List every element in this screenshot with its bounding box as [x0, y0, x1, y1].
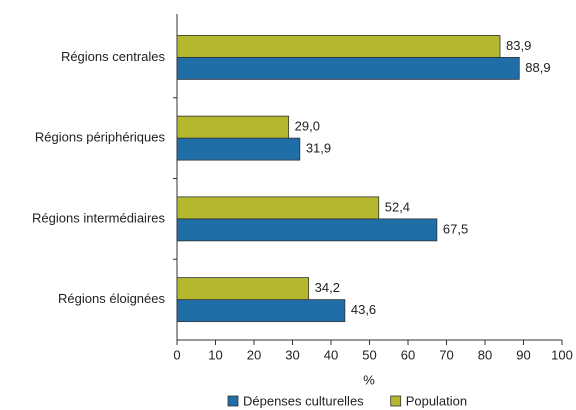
- legend-swatch: [390, 395, 402, 407]
- value-label: 29,0: [295, 119, 320, 134]
- value-label: 83,9: [506, 38, 531, 53]
- bar: [176, 115, 290, 139]
- y-tick-label: Régions centrales: [61, 49, 166, 64]
- x-tick-label: 80: [478, 347, 492, 362]
- bar: [176, 299, 346, 323]
- x-tick-label: 60: [401, 347, 415, 362]
- legend-swatch: [227, 395, 239, 407]
- bar: [176, 137, 301, 161]
- x-tick-label: 10: [208, 347, 222, 362]
- x-tick-label: 30: [285, 347, 299, 362]
- x-tick-label: 70: [439, 347, 453, 362]
- value-label: 34,2: [315, 280, 340, 295]
- value-label: 67,5: [443, 221, 468, 236]
- x-tick-label: 100: [551, 347, 573, 362]
- bar: [176, 196, 380, 220]
- legend-label: Dépenses culturelles: [243, 393, 364, 408]
- x-tick-label: 90: [516, 347, 530, 362]
- y-tick-label: Régions éloignées: [58, 291, 165, 306]
- bar: [176, 218, 438, 242]
- bar: [176, 277, 310, 301]
- value-label: 43,6: [351, 302, 376, 317]
- value-label: 31,9: [306, 141, 331, 156]
- x-tick-label: 0: [173, 347, 180, 362]
- x-tick-label: 40: [324, 347, 338, 362]
- y-tick-label: Régions périphériques: [35, 130, 166, 145]
- y-tick-label: Régions intermédiaires: [32, 210, 165, 225]
- value-label: 52,4: [385, 199, 410, 214]
- x-tick-label: 50: [362, 347, 376, 362]
- bar: [176, 56, 520, 80]
- bar: [176, 34, 501, 58]
- value-label: 88,9: [525, 60, 550, 75]
- x-axis-label: %: [363, 372, 375, 387]
- x-tick-label: 20: [247, 347, 261, 362]
- legend-label: Population: [406, 393, 467, 408]
